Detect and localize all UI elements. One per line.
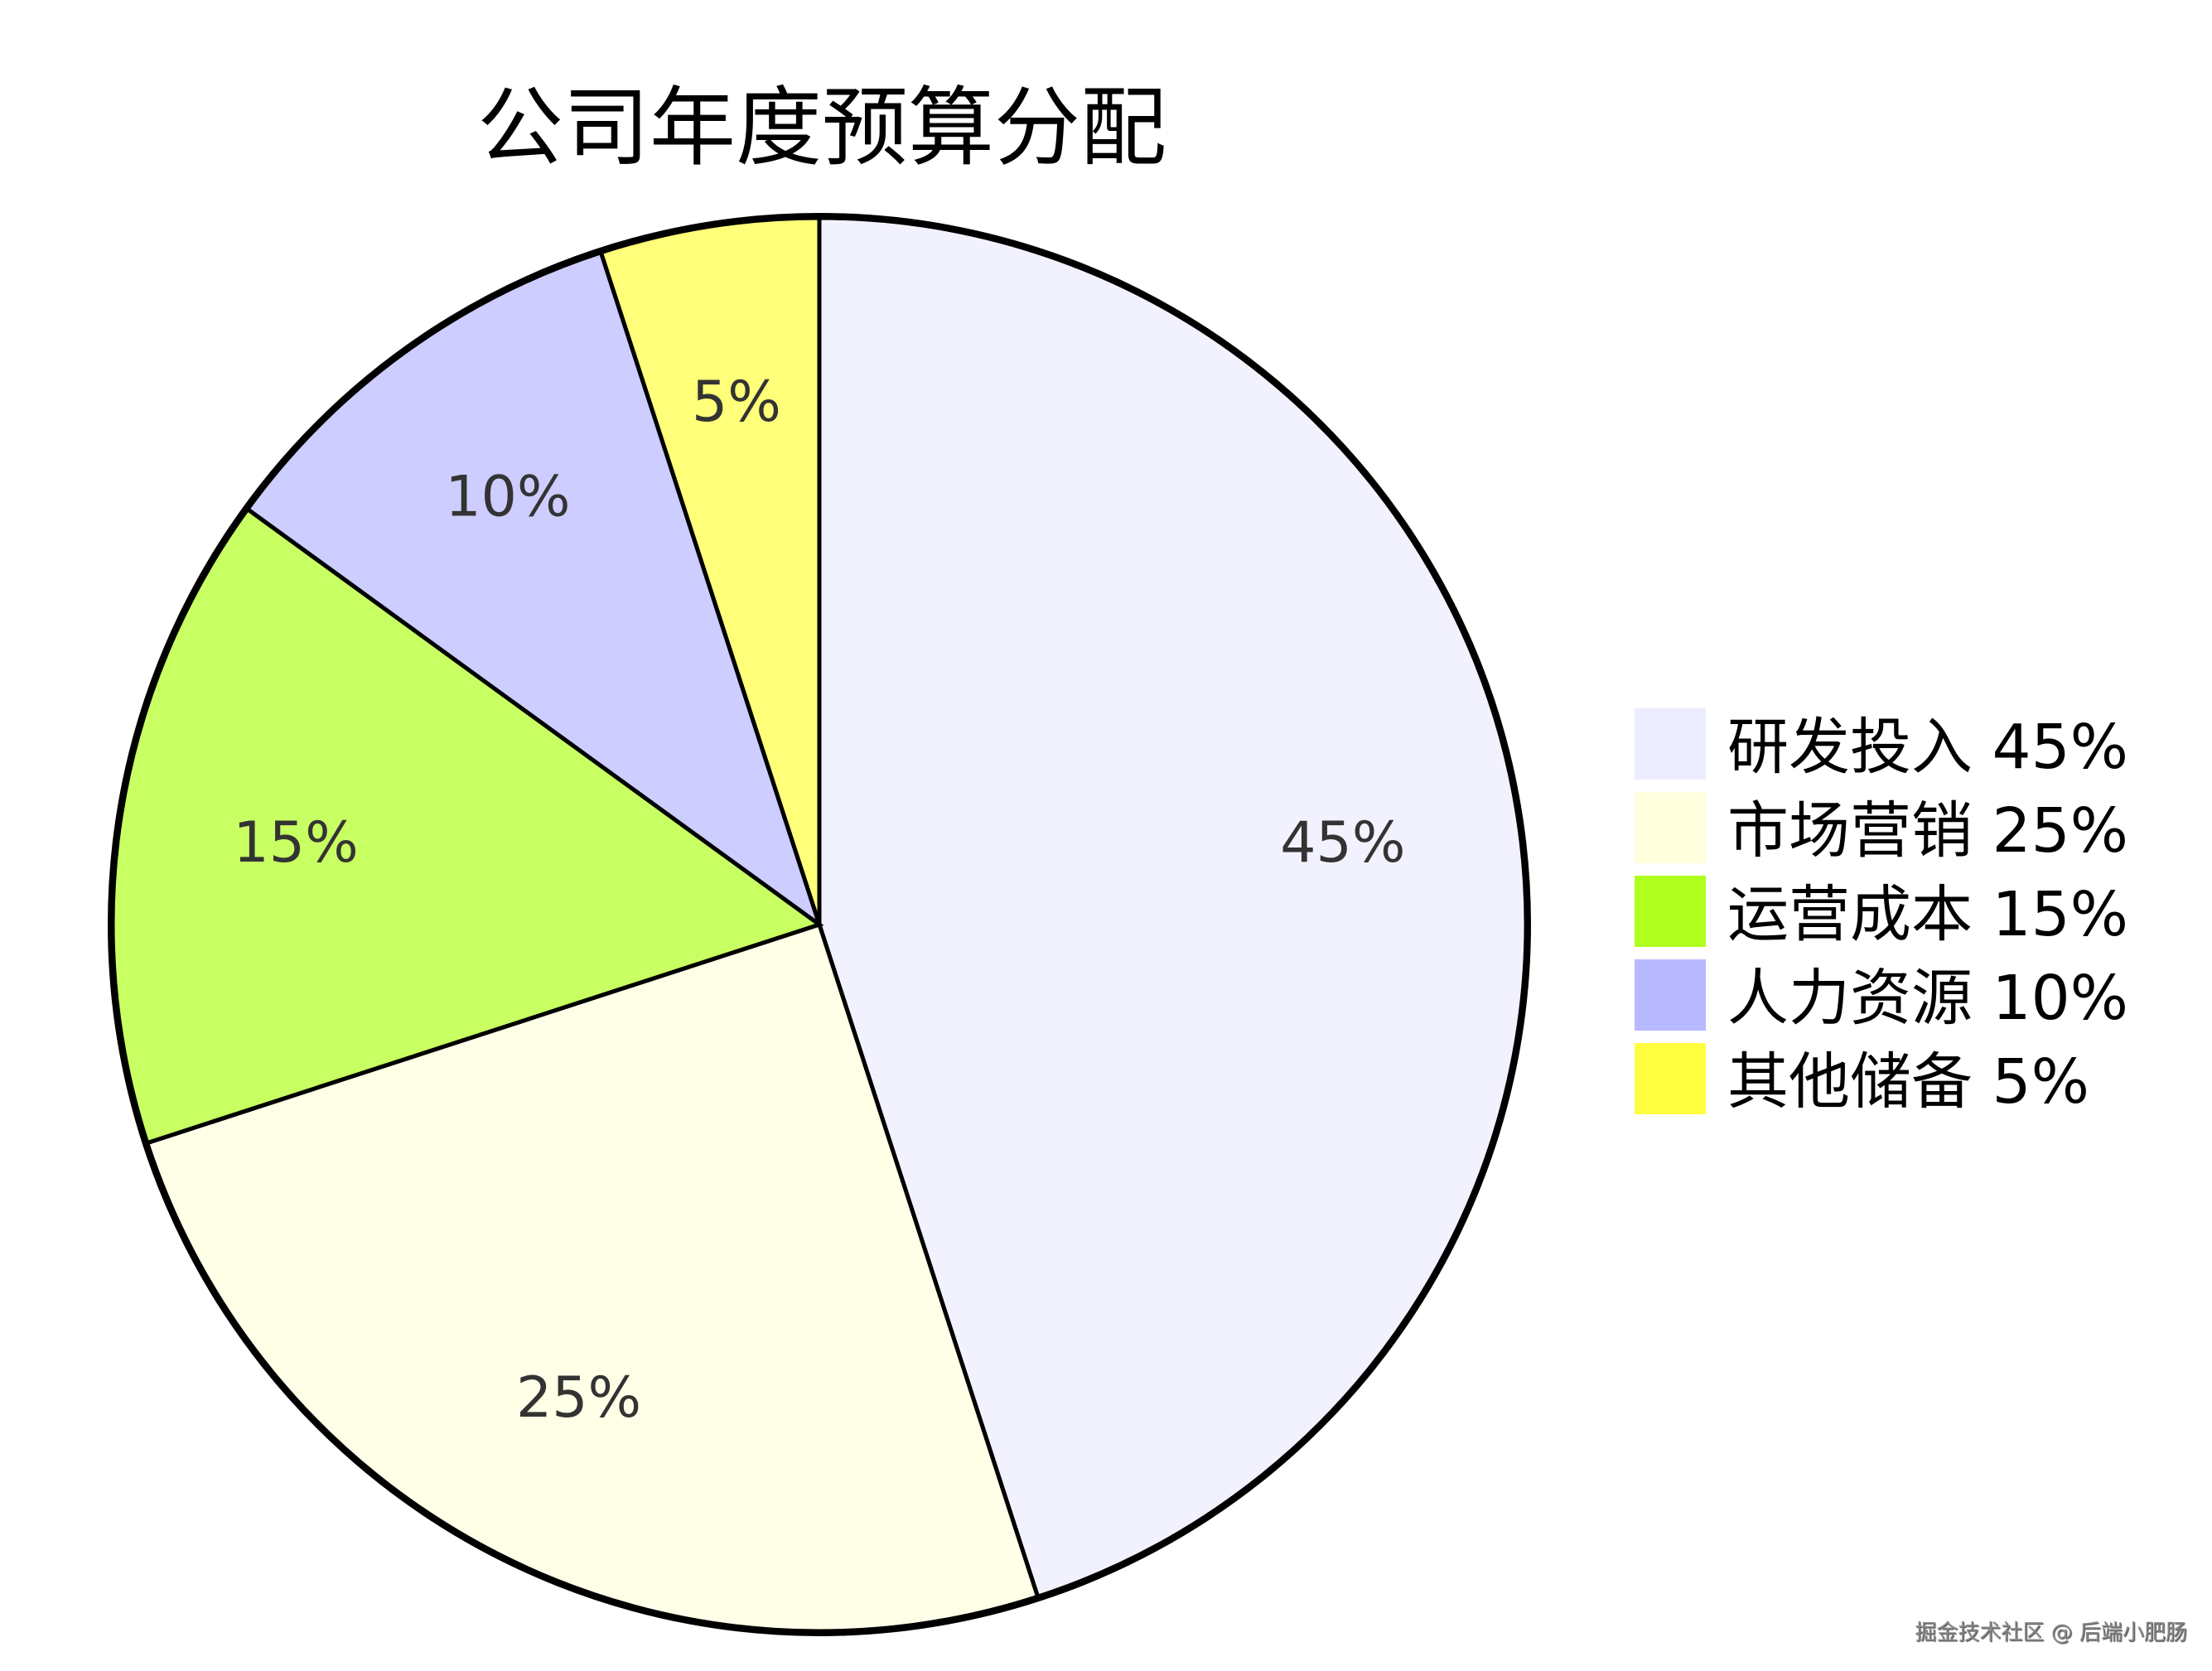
slice-label: 45% — [1280, 810, 1405, 876]
legend-label: 研发投入 45% — [1727, 712, 2128, 783]
legend-swatch — [1635, 876, 1706, 947]
pie-slice-1 — [817, 215, 1529, 1600]
pie-outline — [108, 213, 1531, 1636]
legend-label: 运营成本 15% — [1727, 879, 2128, 950]
legend-swatch — [1635, 1043, 1706, 1114]
chart-title: 公司年度预算分配 — [477, 77, 1166, 178]
pie-slice-4 — [244, 249, 823, 930]
slice-label: 5% — [692, 369, 781, 435]
pie-slice-2 — [144, 921, 1041, 1634]
pie-slice-5 — [598, 215, 822, 925]
slice-label: 25% — [516, 1365, 641, 1431]
pie-slice-3 — [110, 506, 824, 1146]
legend-label: 市场营销 25% — [1727, 795, 2128, 867]
slice-label: 15% — [234, 810, 359, 876]
legend-swatch — [1635, 792, 1706, 863]
legend-label: 人力资源 10% — [1727, 963, 2128, 1034]
slice-label: 10% — [445, 464, 570, 529]
legend-swatch — [1635, 959, 1706, 1031]
watermark: 掘金技术社区 @ 后端小肥肠 — [1915, 1620, 2187, 1645]
legend-label: 其他储备 5% — [1727, 1046, 2089, 1118]
legend-swatch — [1635, 708, 1706, 780]
